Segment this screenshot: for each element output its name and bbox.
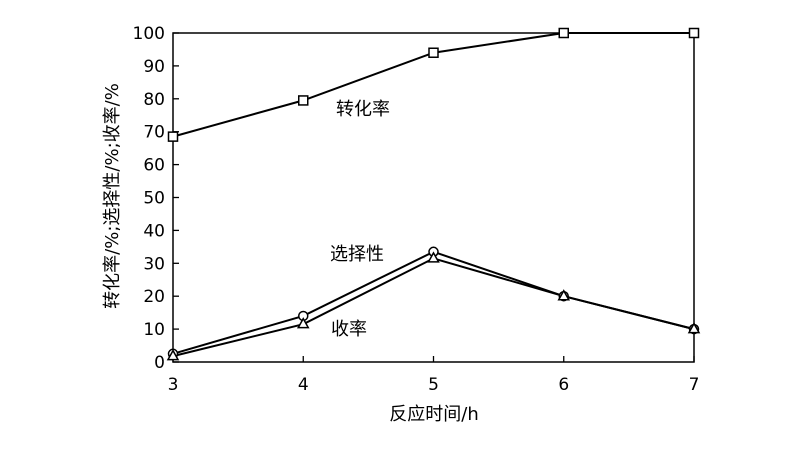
series-label-selectivity: 选择性 — [330, 244, 384, 265]
square-marker — [298, 95, 309, 106]
y-tick-label: 60 — [143, 156, 165, 176]
plot-area-border — [172, 32, 695, 363]
triangle-marker — [687, 322, 701, 334]
x-tick-label: 3 — [168, 375, 179, 395]
square-marker — [688, 27, 700, 39]
x-tick-label: 4 — [298, 375, 309, 395]
triangle-marker — [557, 289, 571, 301]
triangle-marker — [427, 251, 440, 263]
x-tick-label: 6 — [558, 375, 569, 395]
series-line-2 — [172, 250, 695, 355]
y-tick-label: 50 — [143, 189, 165, 209]
axis-ticks: 0 10 20 30 40 50 60 70 80 90 100 3 4 5 6 7 — [133, 24, 700, 395]
series-line-3 — [172, 257, 695, 358]
y-axis-title: 转化率/%;选择性/%;收率/% — [102, 83, 123, 309]
x-tick-label: 7 — [689, 375, 700, 395]
y-tick-label: 70 — [143, 123, 165, 143]
series-label-conversion: 转化率 — [336, 99, 390, 120]
square-marker — [167, 131, 179, 142]
triangle-marker — [296, 317, 310, 329]
series-lines — [166, 27, 701, 361]
y-tick-label: 80 — [143, 90, 165, 110]
x-axis-title: 反应时间/h — [389, 404, 478, 425]
y-tick-label: 100 — [133, 24, 165, 44]
y-tick-label: 0 — [154, 353, 165, 373]
square-marker — [558, 27, 569, 39]
chart-labels: 反应时间/h 转化率/%;选择性/%;收率/% 转化率 选择性 收率 — [102, 83, 479, 425]
y-tick-label: 40 — [143, 221, 165, 241]
y-tick-label: 90 — [143, 57, 165, 77]
x-tick-label: 5 — [428, 375, 439, 395]
y-tick-label: 10 — [143, 320, 165, 340]
triangle-marker — [166, 349, 180, 361]
square-marker — [428, 47, 439, 58]
y-tick-label: 30 — [143, 254, 165, 274]
plot-frame — [172, 32, 695, 363]
y-tick-label: 20 — [143, 287, 165, 307]
series-label-yield: 收率 — [331, 319, 367, 340]
